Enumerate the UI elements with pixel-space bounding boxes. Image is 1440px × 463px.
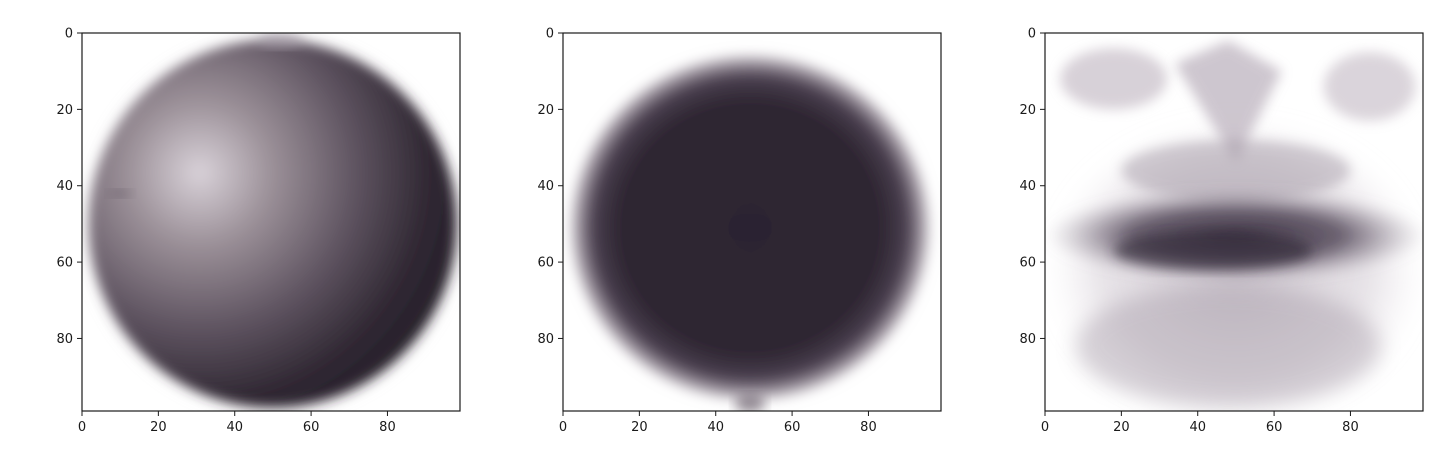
- y-tick-label: 40: [1019, 179, 1036, 194]
- y-tick-label: 0: [1028, 27, 1036, 42]
- y-tick-label: 20: [537, 103, 554, 118]
- volume-upper-left: [1060, 48, 1167, 109]
- y-tick-label: 80: [537, 332, 554, 347]
- y-tick-label: 20: [56, 103, 73, 118]
- x-tick-label: 0: [559, 420, 567, 435]
- dark-disk: [567, 52, 932, 403]
- x-tick-label: 80: [1342, 420, 1359, 435]
- x-tick-label: 60: [303, 420, 320, 435]
- y-tick-label: 40: [56, 179, 73, 194]
- volume-lower: [1076, 285, 1381, 407]
- volume-upper-right: [1324, 52, 1416, 121]
- heatmap-image-2: [567, 52, 932, 413]
- y-tick-label: 60: [56, 256, 73, 271]
- volume-core: [1114, 232, 1313, 270]
- y-tick-label: 80: [56, 332, 73, 347]
- x-tick-label: 80: [379, 420, 396, 435]
- x-tick-label: 20: [631, 420, 648, 435]
- sphere-body: [90, 41, 457, 408]
- chart-panel-1: 0 20 40 60 80 0 20 40 60 80: [56, 27, 467, 436]
- x-tick-label: 20: [150, 420, 167, 435]
- y-tick-label: 0: [65, 27, 73, 42]
- heatmap-image-1: [79, 30, 468, 419]
- y-tick-label: 80: [1019, 332, 1036, 347]
- x-tick-label: 0: [1041, 420, 1049, 435]
- sphere-mark: [109, 190, 132, 198]
- x-tick-label: 60: [1266, 420, 1283, 435]
- x-tick-label: 40: [226, 420, 243, 435]
- x-tick-label: 0: [78, 420, 86, 435]
- x-tick-label: 60: [784, 420, 801, 435]
- y-tick-label: 0: [546, 27, 554, 42]
- sphere-top-blob: [258, 33, 304, 48]
- x-tick-label: 40: [707, 420, 724, 435]
- y-tick-label: 60: [1019, 256, 1036, 271]
- x-tick-label: 40: [1189, 420, 1206, 435]
- disk-bottom-blob: [735, 394, 766, 413]
- chart-panel-2: 0 20 40 60 80 0 20 40 60 80: [537, 27, 941, 436]
- x-tick-label: 80: [860, 420, 877, 435]
- y-tick-label: 20: [1019, 103, 1036, 118]
- x-tick-label: 20: [1113, 420, 1130, 435]
- y-tick-label: 60: [537, 256, 554, 271]
- y-tick-label: 40: [537, 179, 554, 194]
- heatmap-image-3: [1045, 41, 1427, 423]
- chart-panel-3: 0 20 40 60 80 0 20 40 60 80: [1019, 27, 1426, 436]
